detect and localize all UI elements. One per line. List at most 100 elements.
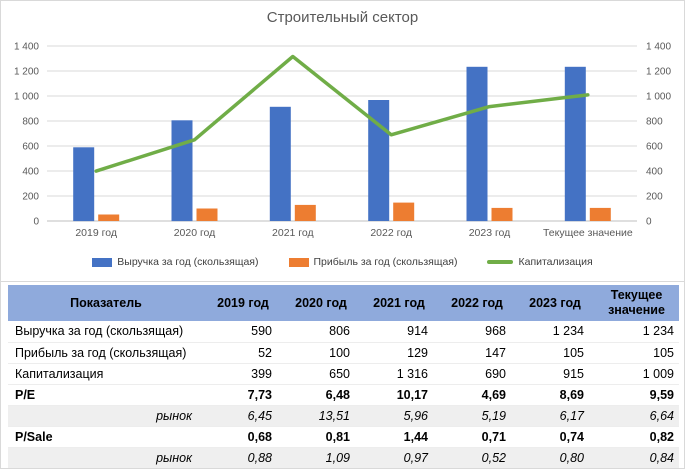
cell-value: 129 (407, 345, 428, 360)
column-header: 2020 год (282, 285, 360, 321)
cell-value: 6,17 (559, 408, 584, 423)
cell-value: 6,64 (649, 408, 674, 423)
table-row: Выручка за год (скользящая) 590 806 914 968 1… (8, 321, 679, 342)
bar (196, 208, 218, 221)
y-axis-tick-right: 800 (646, 117, 663, 128)
cell-value: 105 (653, 345, 674, 360)
row-label: рынок (156, 408, 192, 423)
chart-legend: Выручка за год (скользящая) Прибыль за го… (1, 251, 684, 273)
cell-value: 650 (329, 366, 350, 381)
y-axis-tick-right: 1 400 (646, 42, 671, 53)
legend-label: Капитализация (518, 256, 593, 268)
cell-value: 0,97 (403, 450, 428, 465)
cell-value: 8,69 (559, 387, 584, 402)
bar (466, 66, 488, 222)
cell-value: 1 234 (642, 324, 674, 339)
legend-label: Выручка за год (скользящая) (117, 256, 259, 268)
cell-value: 590 (251, 324, 272, 339)
capitalization-line (94, 54, 590, 173)
x-axis-label: 2023 год (469, 227, 511, 239)
bar (171, 120, 193, 222)
table-row: P/Sale 0,68 0,81 1,44 0,71 0,74 0,82 (8, 426, 679, 447)
table-header-row: Показатель 2019 год 2020 год 2021 год 2022 г… (8, 285, 679, 321)
legend-item: Прибыль за год (скользящая) (288, 256, 458, 268)
cell-value: 5,19 (481, 408, 506, 423)
cell-value: 100 (329, 345, 350, 360)
cell-value: 1 234 (552, 324, 584, 339)
y-axis-tick-left: 800 (22, 117, 39, 128)
combo-chart: Строительный сектор 0 0 200 200 400 400 600 600… (1, 1, 684, 282)
y-axis-tick-right: 1 200 (646, 67, 671, 78)
row-label: P/E (15, 387, 36, 402)
bar (589, 207, 611, 221)
y-axis-tick-left: 1 400 (14, 42, 39, 53)
cell-value: 6,48 (325, 387, 350, 402)
legend-item: Капитализация (487, 256, 593, 268)
x-axis-label: 2021 год (272, 227, 314, 239)
row-label: P/Sale (15, 429, 53, 444)
bar (491, 207, 513, 221)
cell-value: 690 (485, 366, 506, 381)
column-header: 2023 год (516, 285, 594, 321)
legend-label: Прибыль за год (скользящая) (313, 256, 458, 268)
cell-value: 399 (251, 366, 272, 381)
y-axis-tick-right: 400 (646, 167, 663, 178)
y-axis-tick-left: 400 (22, 167, 39, 178)
bar (393, 202, 415, 221)
y-axis-tick-left: 0 (33, 217, 39, 228)
metrics-table: Показатель 2019 год 2020 год 2021 год 2022 г… (8, 285, 679, 468)
cell-value: 6,45 (247, 408, 272, 423)
bar (269, 106, 291, 221)
cell-value: 1 009 (642, 366, 674, 381)
bar (564, 66, 586, 222)
cell-value: 968 (485, 324, 506, 339)
table-row: Капитализация 399 650 1 316 690 915 1 009 (8, 363, 679, 384)
cell-value: 52 (258, 345, 272, 360)
y-axis-tick-right: 200 (646, 192, 663, 203)
cell-value: 0,84 (649, 450, 674, 465)
cell-value: 5,96 (403, 408, 428, 423)
cell-value: 1,44 (403, 429, 428, 444)
legend-line-swatch (487, 260, 514, 264)
bar (98, 214, 120, 221)
cell-value: 0,71 (481, 429, 506, 444)
row-label: Прибыль за год (скользящая) (15, 345, 187, 360)
row-label: Капитализация (15, 366, 104, 381)
x-axis-label: 2020 год (174, 227, 216, 239)
row-label: Выручка за год (скользящая) (15, 324, 184, 339)
x-axis-label: 2019 год (75, 227, 117, 239)
table-row: рынок 6,45 13,51 5,96 5,19 6,17 6,64 (8, 405, 679, 426)
cell-value: 0,88 (247, 450, 272, 465)
column-header: Показатель (8, 285, 204, 321)
y-axis-tick-right: 1 000 (646, 92, 671, 103)
column-header: 2021 год (360, 285, 438, 321)
cell-value: 0,80 (559, 450, 584, 465)
cell-value: 0,81 (325, 429, 350, 444)
y-axis-tick-right: 0 (646, 217, 652, 228)
column-header: 2022 год (438, 285, 516, 321)
legend-bar-swatch (92, 257, 113, 267)
column-header: Текущее значение (594, 285, 679, 321)
cell-value: 806 (329, 324, 350, 339)
table-row: рынок 0,88 1,09 0,97 0,52 0,80 0,84 (8, 447, 679, 468)
cell-value: 7,73 (247, 387, 272, 402)
cell-value: 13,51 (318, 408, 350, 423)
chart-plot-area: 0 0 200 200 400 400 600 600 800 800 1 000 1 000 1 20… (14, 42, 671, 240)
cell-value: 0,68 (247, 429, 272, 444)
cell-value: 915 (563, 366, 584, 381)
cell-value: 914 (407, 324, 428, 339)
bar (73, 147, 95, 222)
cell-value: 147 (485, 345, 506, 360)
y-axis-tick-left: 1 200 (14, 67, 39, 78)
bar (294, 204, 316, 221)
y-axis-tick-right: 600 (646, 142, 663, 153)
row-label: рынок (156, 450, 192, 465)
cell-value: 1 316 (396, 366, 428, 381)
chart-title: Строительный сектор (266, 9, 419, 26)
cell-value: 0,52 (481, 450, 506, 465)
y-axis-tick-left: 1 000 (14, 92, 39, 103)
cell-value: 0,82 (649, 429, 674, 444)
legend-item: Выручка за год (скользящая) (92, 256, 259, 268)
cell-value: 10,17 (396, 387, 428, 402)
